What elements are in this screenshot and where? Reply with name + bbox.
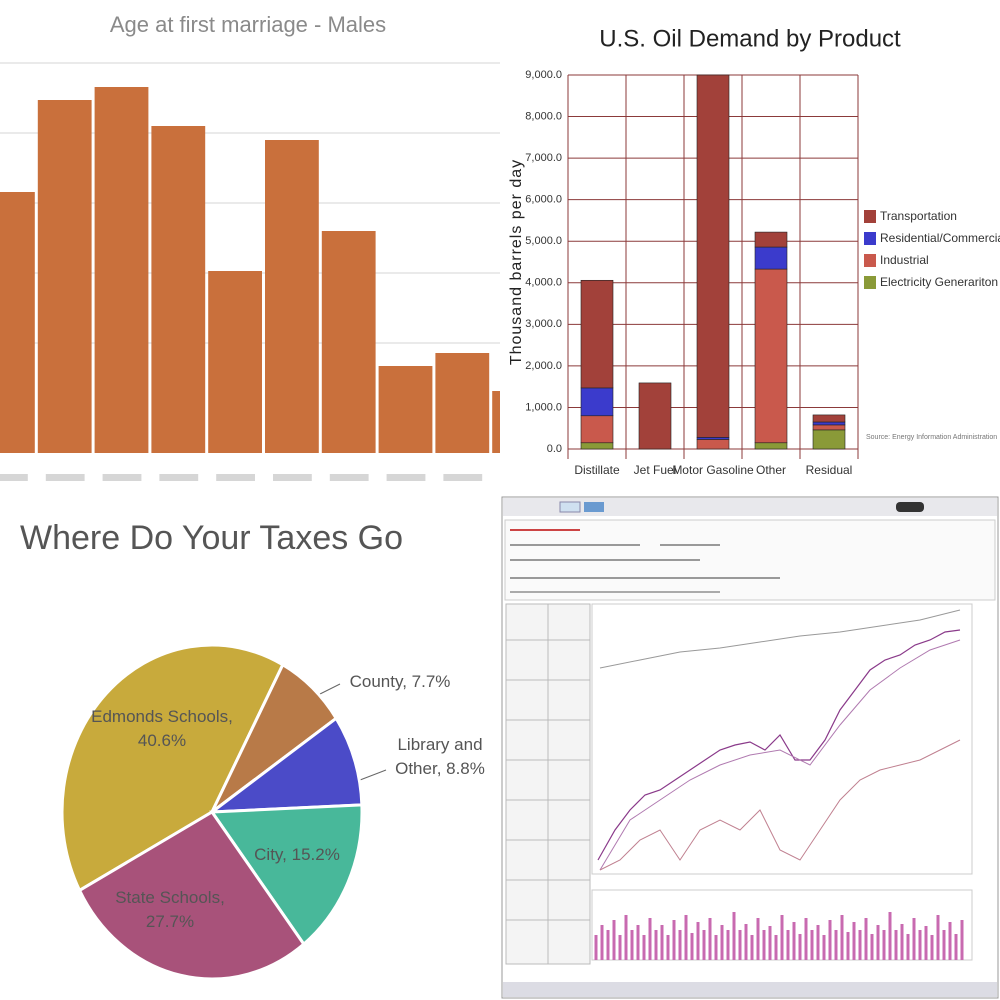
pie-slice [60, 643, 285, 893]
bar [265, 140, 319, 453]
legend-swatch [864, 254, 876, 267]
bar-segment [580, 387, 614, 417]
leader-line [317, 683, 341, 696]
bar-segment [580, 442, 614, 450]
marriage-chart: Age at first marriage - Males [0, 12, 539, 481]
bar-segment [812, 421, 846, 426]
bar [0, 192, 35, 453]
x-tick-label: Residual [806, 463, 853, 477]
legend-label: Electricity Generariton [880, 275, 998, 289]
bar [94, 87, 149, 453]
bar [492, 391, 500, 453]
average-line [599, 639, 961, 871]
bar-segment [638, 382, 672, 450]
slice-label: State Schools, 27.7% [115, 888, 225, 931]
y-tick-label: 4,000.0 [525, 277, 562, 289]
tab [584, 502, 604, 512]
legend-label: Transportation [880, 209, 957, 223]
slice-label: Library and Other, 8.8% [395, 735, 485, 778]
y-tick-label: 5,000.0 [525, 235, 562, 247]
x-tick-label-blur [45, 474, 85, 481]
bar-segment [754, 246, 788, 270]
x-tick-label: Other [756, 463, 786, 477]
y-tick-label: 1,000.0 [525, 401, 562, 413]
table-rows [506, 604, 590, 964]
x-tick-label: Motor Gasoline [672, 463, 754, 477]
chart-title: Age at first marriage - Males [110, 12, 386, 37]
bar-segment [812, 429, 846, 450]
x-tick-label-blur [386, 474, 426, 481]
price-line [597, 629, 961, 861]
bar-segment [696, 439, 730, 450]
y-tick-label: 6,000.0 [525, 194, 562, 206]
x-tick-label-blur [102, 474, 142, 481]
slice-label: City, 15.2% [254, 845, 340, 864]
bar [208, 271, 262, 453]
taskbar [503, 982, 997, 997]
chart-title: U.S. Oil Demand by Product [599, 25, 901, 52]
x-tick-label-blur [0, 474, 28, 481]
x-tick-label: Jet Fuel [634, 463, 677, 477]
x-tick-label-blur [159, 474, 199, 481]
pie-slice [207, 716, 364, 814]
toolbar [503, 498, 997, 516]
bar-segment [696, 437, 730, 440]
x-tick-label: Distillate [574, 463, 620, 477]
oil-chart: U.S. Oil Demand by Product Thousand barr… [508, 25, 1000, 477]
y-tick-label: 3,000.0 [525, 318, 562, 330]
legend-swatch [864, 232, 876, 245]
x-tick-label-blur [443, 474, 483, 481]
x-tick-label-blur [329, 474, 369, 481]
tab [559, 501, 581, 513]
bar-segment [812, 414, 846, 423]
slice-label: County, 7.7% [349, 672, 451, 691]
bar [151, 126, 206, 453]
pie-slice [209, 803, 364, 947]
slice-label: Edmonds Schools, 40.6% [91, 707, 233, 750]
legend-swatch [864, 210, 876, 223]
stock-screenshot [501, 496, 999, 999]
relative-line [599, 739, 961, 871]
volume-bars [594, 912, 964, 960]
y-tick-label: 9,000.0 [525, 69, 562, 81]
index-line [599, 609, 961, 669]
bar-segment [754, 268, 788, 444]
bar-segment [580, 279, 614, 389]
y-axis-label: Thousand barrels per day [508, 159, 525, 365]
button [896, 502, 924, 512]
tax-chart: Where Do Your Taxes Go [20, 519, 403, 981]
x-tick-label-blur [273, 474, 312, 481]
y-tick-label: 7,000.0 [525, 152, 562, 164]
bar-segment [754, 231, 788, 248]
bar [321, 231, 376, 453]
legend-swatch [864, 276, 876, 289]
x-tick-label-blur [500, 474, 539, 481]
bar-segment [754, 442, 788, 450]
bar [37, 100, 92, 453]
chart-title: Where Do Your Taxes Go [20, 519, 403, 557]
source-note: Source: Energy Information Administratio… [866, 434, 997, 441]
bar [435, 353, 490, 453]
legend-label: Residential/Commercial [880, 231, 1000, 245]
bar-segment [580, 415, 614, 444]
legend-label: Industrial [880, 253, 929, 267]
bar-segment [812, 424, 846, 431]
bar [378, 366, 433, 453]
bar-segment [696, 74, 730, 438]
y-tick-label: 0.0 [547, 443, 562, 455]
y-tick-label: 8,000.0 [525, 110, 562, 122]
pie-slice [77, 809, 306, 981]
x-tick-label-blur [216, 474, 255, 481]
y-tick-label: 2,000.0 [525, 360, 562, 372]
leader-line [359, 769, 387, 781]
